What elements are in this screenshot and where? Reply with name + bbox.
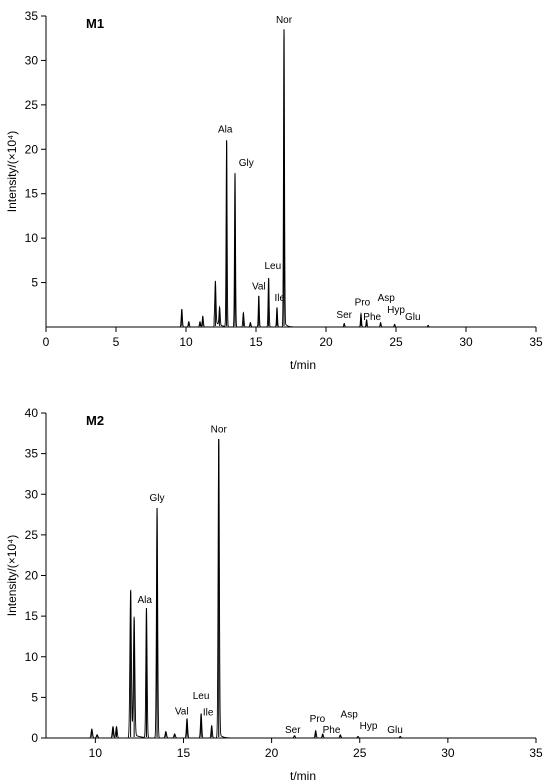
y-tick-label: 25 xyxy=(25,98,39,112)
chromatogram-trace xyxy=(46,438,531,739)
panel-m1: 0 5 10 15 20 25 30 35 5 10 15 20 25 30 35 t/min Intensit… xyxy=(5,9,543,372)
y-tick-label: 25 xyxy=(25,528,39,542)
peak-label-pro: Pro xyxy=(355,298,371,309)
x-tick-label: 15 xyxy=(249,335,263,349)
panel-label: M2 xyxy=(86,413,104,428)
x-tick-label: 30 xyxy=(441,746,455,760)
peak-label-val: Val xyxy=(252,282,266,293)
peak-label-ser: Ser xyxy=(336,310,352,321)
x-tick-label: 20 xyxy=(319,335,333,349)
peak-label-pro: Pro xyxy=(310,714,326,725)
y-tick-label: 30 xyxy=(25,53,39,67)
peak-label-hyp: Hyp xyxy=(360,721,378,732)
peak-label-phe: Phe xyxy=(323,725,341,736)
peak-label-gly: Gly xyxy=(239,158,254,169)
x-tick-label: 15 xyxy=(177,746,191,760)
peak-label-gly: Gly xyxy=(150,493,165,504)
x-tick-label: 25 xyxy=(353,746,367,760)
x-tick-label: 25 xyxy=(389,335,403,349)
x-axis-title: t/min xyxy=(290,769,316,783)
peak-label-nor: Nor xyxy=(276,15,293,26)
y-tick-label: 35 xyxy=(25,447,39,461)
y-tick-label: 10 xyxy=(25,231,39,245)
peak-label-ala: Ala xyxy=(137,595,152,606)
y-tick-label: 15 xyxy=(25,609,39,623)
y-tick-label: 5 xyxy=(31,690,38,704)
chromatogram-trace xyxy=(50,29,532,328)
y-tick-label: 20 xyxy=(25,142,39,156)
panel-m2: 10 15 20 25 30 35 0 5 10 15 20 25 30 35 40 t/min Intensi… xyxy=(5,406,543,783)
peak-label-asp: Asp xyxy=(378,293,396,304)
y-tick-label: 0 xyxy=(31,731,38,745)
y-tick-label: 10 xyxy=(25,650,39,664)
peak-label-hyp: Hyp xyxy=(387,305,405,316)
y-axis-title: Intensity/(×10⁴) xyxy=(5,535,19,617)
y-tick-label: 15 xyxy=(25,187,39,201)
peak-label-leu: Leu xyxy=(193,691,210,702)
y-tick-label: 35 xyxy=(25,9,39,23)
peak-label-val: Val xyxy=(175,706,189,717)
panel-label: M1 xyxy=(86,16,104,31)
peak-label-ser: Ser xyxy=(285,725,301,736)
y-tick-label: 20 xyxy=(25,569,39,583)
peak-label-ile: Ile xyxy=(275,293,286,304)
peak-label-glu: Glu xyxy=(387,725,403,736)
x-tick-label: 35 xyxy=(529,335,543,349)
x-tick-label: 20 xyxy=(265,746,279,760)
peak-label-leu: Leu xyxy=(264,261,281,272)
x-tick-label: 10 xyxy=(179,335,193,349)
x-tick-label: 10 xyxy=(89,746,103,760)
y-tick-label: 5 xyxy=(31,276,38,290)
peak-label-phe: Phe xyxy=(363,312,381,323)
x-tick-label: 35 xyxy=(529,746,543,760)
peak-label-nor: Nor xyxy=(211,425,228,436)
peak-label-asp: Asp xyxy=(341,710,359,721)
y-tick-label: 40 xyxy=(25,406,39,420)
x-axis-title: t/min xyxy=(290,358,316,372)
x-tick-label: 30 xyxy=(459,335,473,349)
peak-label-ala: Ala xyxy=(218,124,233,135)
x-tick-label: 5 xyxy=(113,335,120,349)
y-tick-label: 30 xyxy=(25,487,39,501)
y-axis-title: Intensity/(×10⁴) xyxy=(5,131,19,213)
peak-label-glu: Glu xyxy=(405,312,421,323)
peak-label-ile: Ile xyxy=(203,707,214,718)
x-tick-label: 0 xyxy=(43,335,50,349)
